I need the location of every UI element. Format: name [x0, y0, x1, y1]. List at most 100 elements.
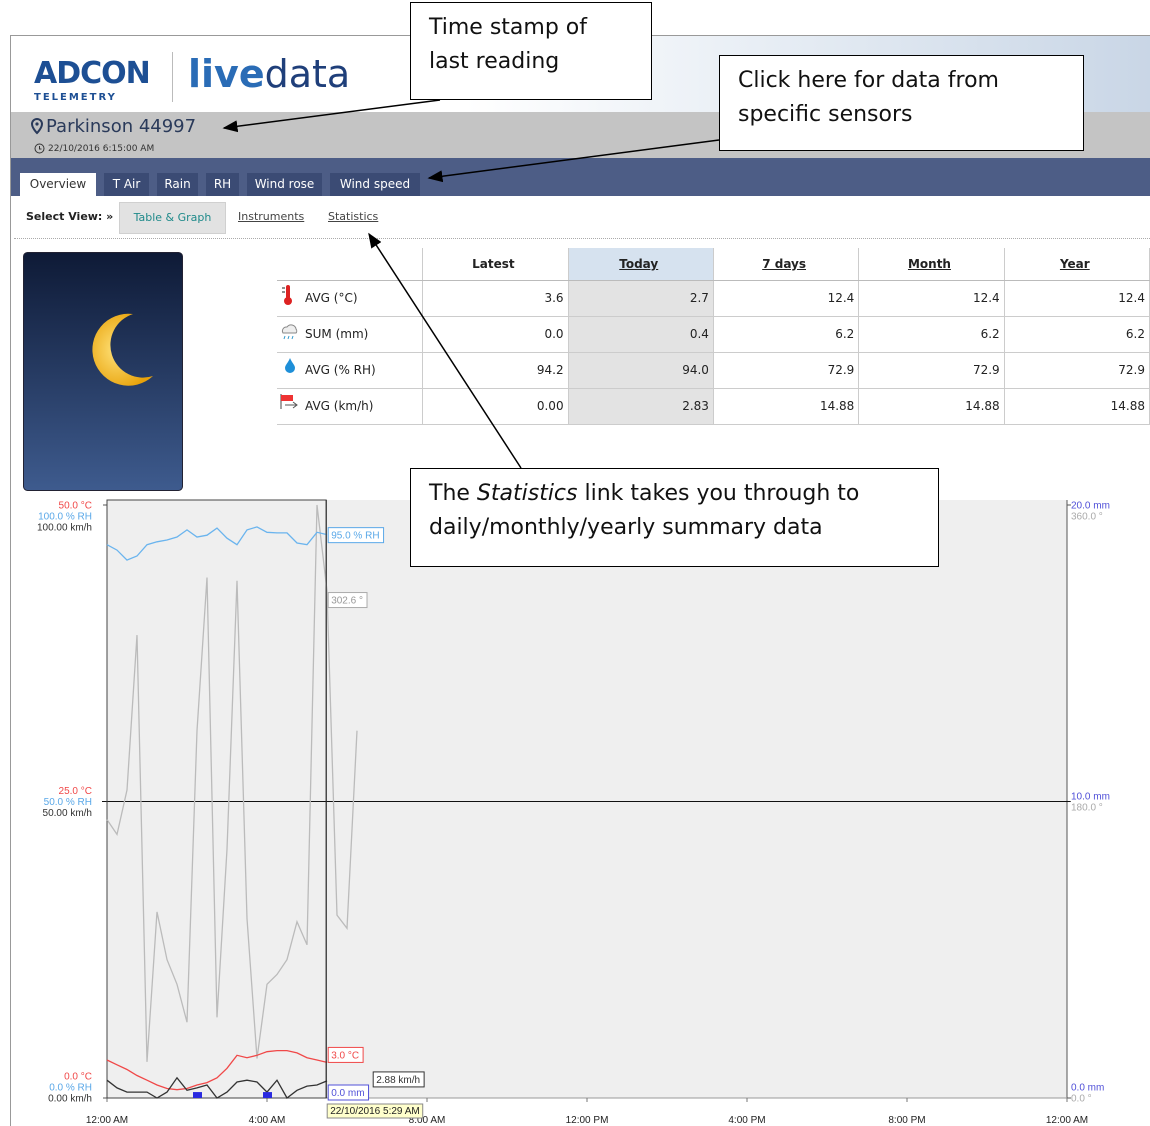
right-axis-label: 10.0 mm — [1071, 792, 1110, 803]
x-tick-label: 12:00 AM — [86, 1115, 128, 1126]
tab[interactable]: Overview — [20, 173, 96, 196]
column-header[interactable]: Today — [568, 248, 714, 281]
readout-box — [327, 1084, 370, 1101]
tab[interactable]: T Air — [104, 173, 149, 196]
value-cell: 0.0 — [422, 316, 569, 353]
rain-bar — [263, 1092, 272, 1098]
left-axis-label: 25.0 °C — [59, 786, 92, 797]
value-cell: 12.4 — [1004, 280, 1150, 317]
tab[interactable]: Rain — [157, 173, 198, 196]
callout-line: last reading — [429, 49, 560, 74]
cursor-time: 22/10/2016 5:29 AM — [330, 1106, 420, 1117]
table-row: AVG (% RH) 94.2 94.0 72.9 72.9 72.9 — [277, 352, 1150, 389]
readout-label: 2.88 km/h — [376, 1075, 420, 1086]
value-cell: 72.9 — [713, 352, 860, 389]
tab-bar: Overview T Air Rain RH Wind rose Wind sp… — [11, 158, 1150, 196]
callout: Time stamp of last reading — [410, 2, 652, 100]
table-row: SUM (mm) 0.0 0.4 6.2 6.2 6.2 — [277, 316, 1150, 353]
column-header[interactable]: Latest — [422, 248, 569, 281]
table-row: AVG (°C) 3.6 2.7 12.4 12.4 12.4 — [277, 280, 1150, 317]
left-axis-label: 0.00 km/h — [48, 1094, 92, 1105]
logo: ADCON — [34, 56, 151, 91]
summary-table: Latest Today 7 days Month Year AVG (°C) 3.6 2.… — [277, 248, 1150, 425]
right-axis-label: 180.0 ° — [1071, 803, 1103, 814]
tab[interactable]: Wind speed — [330, 173, 420, 196]
view-link[interactable]: Instruments — [238, 210, 305, 223]
text: link takes you through to — [577, 481, 860, 506]
value-cell: 14.88 — [713, 388, 860, 425]
header-cell — [277, 248, 424, 281]
product-data: data — [264, 52, 351, 96]
window-border — [10, 35, 11, 1126]
row-label: SUM (mm) — [305, 327, 369, 341]
callout-line: specific sensors — [738, 102, 913, 127]
logo-sub: TELEMETRY — [34, 92, 117, 103]
left-axis-label: 100.0 % RH — [38, 512, 92, 523]
product: livedata — [188, 52, 350, 96]
left-axis-label: 100.00 km/h — [37, 523, 92, 534]
product-live: live — [188, 52, 265, 96]
divider — [172, 52, 173, 102]
row-label: AVG (% RH) — [305, 363, 376, 377]
pin-icon — [30, 117, 44, 135]
left-axis-label: 0.0 % RH — [49, 1083, 92, 1094]
timestamp: 22/10/2016 6:15:00 AM — [48, 144, 155, 154]
sensor-icon — [285, 357, 295, 373]
callout-line: daily/monthly/yearly summary data — [429, 515, 823, 540]
plot-area — [107, 500, 1067, 1098]
row-label-cell: AVG (km/h) — [277, 388, 424, 425]
left-axis-label: 50.0 °C — [59, 501, 92, 512]
column-header[interactable]: Month — [858, 248, 1005, 281]
value-cell: 94.0 — [568, 352, 714, 389]
left-axis-label: 0.0 °C — [64, 1072, 92, 1083]
value-cell: 6.2 — [858, 316, 1005, 353]
weather-panel — [23, 252, 183, 491]
readout-box — [327, 1046, 364, 1063]
x-tick-label: 12:00 PM — [566, 1115, 609, 1126]
sensor-icon — [281, 323, 298, 339]
data-line — [106, 1049, 328, 1091]
separator — [14, 238, 1150, 239]
value-cell: 94.2 — [422, 352, 569, 389]
tab[interactable]: Wind rose — [247, 173, 322, 196]
left-axis-label: 50.00 km/h — [43, 808, 92, 819]
callout: The Statistics link takes you through to… — [410, 468, 939, 567]
table-row: AVG (km/h) 0.00 2.83 14.88 14.88 14.88 — [277, 388, 1150, 425]
column-header[interactable]: Year — [1004, 248, 1150, 281]
right-axis-label: 20.0 mm — [1071, 501, 1110, 512]
readout-label: 302.6 ° — [331, 596, 363, 607]
cursor-time-box — [326, 1103, 424, 1119]
value-cell: 6.2 — [1004, 316, 1150, 353]
column-header[interactable]: 7 days — [713, 248, 860, 281]
row-label-cell: AVG (°C) — [277, 280, 424, 317]
readout-label: 95.0 % RH — [331, 531, 379, 542]
readout-label: 0.0 mm — [331, 1088, 364, 1099]
x-tick-label: 4:00 PM — [728, 1115, 765, 1126]
value-cell: 12.4 — [713, 280, 860, 317]
tab[interactable]: RH — [206, 173, 239, 196]
view-link[interactable]: Statistics — [328, 210, 379, 223]
readout-box — [372, 1071, 425, 1088]
value-cell: 0.00 — [422, 388, 569, 425]
x-tick-label: 8:00 AM — [409, 1115, 446, 1126]
station-name: Parkinson 44997 — [46, 116, 197, 137]
x-tick-label: 4:00 AM — [249, 1115, 286, 1126]
readout-box — [327, 592, 368, 609]
value-cell: 0.4 — [568, 316, 714, 353]
callout: Click here for data from specific sensors — [719, 55, 1084, 151]
readout-box — [327, 527, 385, 544]
value-cell: 14.88 — [1004, 388, 1150, 425]
clock-icon — [34, 143, 45, 154]
value-cell: 72.9 — [858, 352, 1005, 389]
right-axis-label: 360.0 ° — [1071, 512, 1103, 523]
value-cell: 2.83 — [568, 388, 714, 425]
view-button[interactable]: Table & Graph — [119, 202, 226, 234]
rain-bar — [193, 1092, 202, 1098]
readout-label: 3.0 °C — [331, 1050, 359, 1061]
x-tick-label: 12:00 AM — [1046, 1115, 1088, 1126]
right-axis-label: 0.0 ° — [1071, 1094, 1092, 1105]
sensor-icon — [280, 393, 298, 409]
